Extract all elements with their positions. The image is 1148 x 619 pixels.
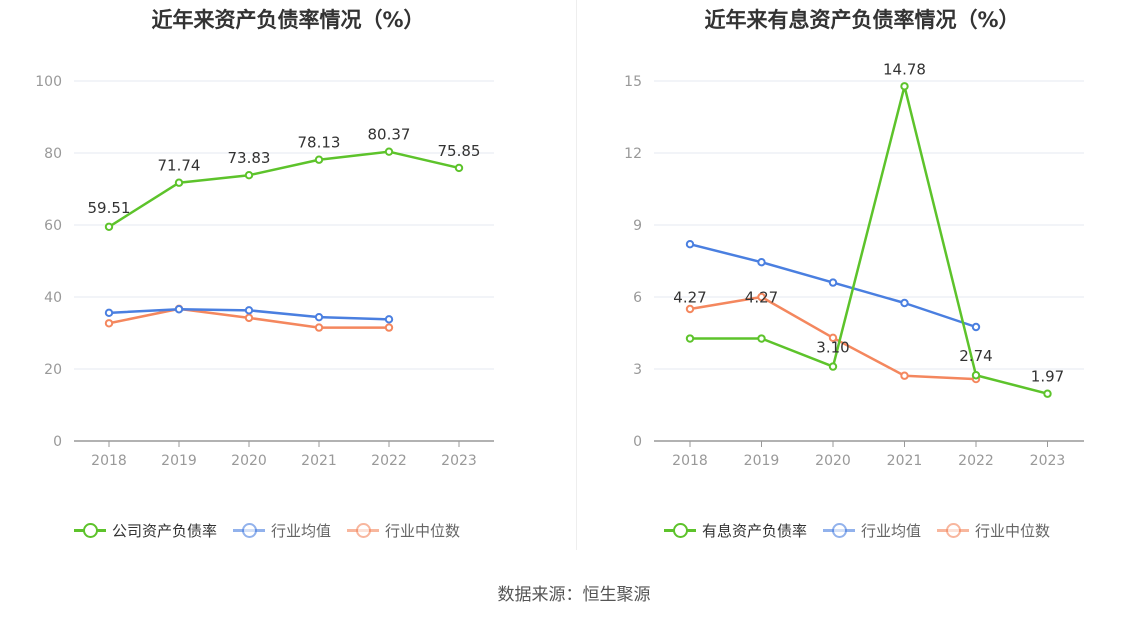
x-tick-label: 2018 (91, 453, 127, 469)
legend-item[interactable]: 行业均值 (233, 520, 331, 541)
x-tick-label: 2019 (161, 453, 197, 469)
data-label: 80.37 (368, 126, 411, 144)
legend-label: 有息资产负债率 (702, 521, 808, 540)
y-tick-label: 3 (633, 362, 642, 378)
data-point[interactable] (685, 240, 695, 249)
data-point[interactable] (174, 305, 184, 314)
data-label: 71.74 (158, 157, 201, 175)
series-line (690, 85, 1048, 395)
data-point[interactable] (314, 312, 324, 322)
data-point[interactable] (900, 371, 909, 380)
y-tick-label: 100 (35, 74, 62, 90)
data-point[interactable] (244, 313, 254, 323)
panel-divider (576, 0, 577, 550)
y-tick-label: 9 (633, 218, 642, 234)
legend-label: 行业均值 (861, 521, 922, 540)
chart-panel-right: 近年来有息资产负债率情况（%） 0 3 6 9 12 15 2018 2019 2020 2021… (576, 0, 1148, 550)
data-point[interactable] (104, 319, 114, 328)
data-label: 75.85 (438, 142, 481, 160)
data-source: 数据来源：恒生聚源 (497, 585, 651, 605)
y-tick-label: 0 (53, 434, 62, 450)
chart-legend: 有息资产负债率 行业均值 行业中位数 (664, 517, 1066, 543)
data-point[interactable] (757, 258, 766, 267)
data-label: 1.97 (1031, 368, 1064, 386)
data-point[interactable] (174, 178, 184, 187)
data-label: 4.27 (673, 289, 706, 307)
data-point[interactable] (384, 147, 394, 156)
x-tick-label: 2023 (1030, 453, 1066, 469)
series-line (108, 150, 460, 228)
data-point[interactable] (971, 322, 981, 332)
y-tick-label: 40 (44, 290, 62, 306)
chart-legend: 公司资产负债率 行业均值 行业中位数 (74, 517, 476, 543)
x-tick-label: 2019 (744, 453, 780, 469)
data-point[interactable] (314, 155, 324, 164)
legend-item[interactable]: 行业均值 (823, 520, 921, 541)
data-point[interactable] (104, 308, 114, 318)
data-point[interactable] (685, 304, 695, 314)
chart-title: 近年来有息资产负债率情况（%） (704, 8, 1020, 32)
legend-line-icon (233, 522, 266, 538)
data-point[interactable] (971, 371, 981, 380)
data-point[interactable] (1043, 389, 1052, 398)
legend-item[interactable]: 公司资产负债率 (74, 520, 217, 541)
data-point[interactable] (384, 315, 394, 324)
y-tick-label: 12 (624, 146, 642, 162)
x-tick-label: 2022 (371, 453, 407, 469)
data-label: 14.78 (883, 60, 926, 78)
data-point[interactable] (757, 334, 766, 343)
data-label: 4.27 (745, 289, 778, 307)
data-label: 78.13 (298, 134, 341, 152)
legend-label: 行业均值 (271, 521, 332, 540)
legend-line-icon (823, 522, 856, 538)
data-point[interactable] (314, 323, 324, 332)
legend-item[interactable]: 有息资产负债率 (664, 520, 807, 541)
y-tick-label: 6 (633, 290, 642, 306)
data-point[interactable] (384, 323, 394, 332)
data-point[interactable] (828, 333, 838, 342)
data-point[interactable] (244, 306, 254, 315)
legend-line-icon (664, 522, 696, 538)
legend-line-icon (74, 522, 106, 538)
data-point[interactable] (757, 292, 766, 302)
data-point[interactable] (900, 298, 909, 308)
chart-plot-debt-ratio: 0 20 40 60 80 100 2018 2019 2020 2021 2022 2023 59.5… (35, 74, 494, 469)
data-point[interactable] (900, 82, 909, 91)
y-tick-label: 0 (633, 434, 642, 450)
y-tick-label: 60 (44, 218, 62, 234)
y-tick-label: 15 (624, 74, 642, 90)
legend-line-icon (937, 522, 970, 538)
chart-title: 近年来资产负债率情况（%） (151, 8, 425, 32)
legend-line-icon (347, 522, 380, 538)
data-point[interactable] (685, 334, 695, 343)
legend-label: 公司资产负债率 (112, 521, 218, 540)
x-tick-label: 2023 (441, 453, 477, 469)
x-tick-label: 2021 (301, 453, 337, 469)
x-tick-label: 2021 (887, 453, 923, 469)
legend-label: 行业中位数 (385, 521, 461, 540)
legend-item[interactable]: 行业中位数 (937, 520, 1050, 541)
data-label: 3.10 (816, 339, 849, 357)
y-tick-label: 20 (44, 362, 62, 378)
x-tick-label: 2022 (958, 453, 994, 469)
x-tick-label: 2020 (815, 453, 851, 469)
chart-panel-left: 近年来资产负债率情况（%） 0 20 40 60 80 100 2018 2019 2020 20… (0, 0, 576, 550)
data-label: 59.51 (88, 199, 131, 217)
data-point[interactable] (828, 278, 838, 287)
data-point[interactable] (454, 163, 464, 173)
y-tick-label: 80 (44, 146, 62, 162)
data-label: 2.74 (959, 347, 992, 365)
x-tick-label: 2018 (672, 453, 708, 469)
data-point[interactable] (828, 362, 838, 371)
data-point[interactable] (244, 171, 254, 180)
x-tick-label: 2020 (231, 453, 267, 469)
legend-item[interactable]: 行业中位数 (347, 520, 460, 541)
data-point[interactable] (104, 222, 114, 231)
chart-plot-interest-debt-ratio: 0 3 6 9 12 15 2018 2019 2020 2021 2022 2023 4.27 4.27… (624, 60, 1084, 469)
data-label: 73.83 (228, 149, 271, 167)
legend-label: 行业中位数 (975, 521, 1051, 540)
